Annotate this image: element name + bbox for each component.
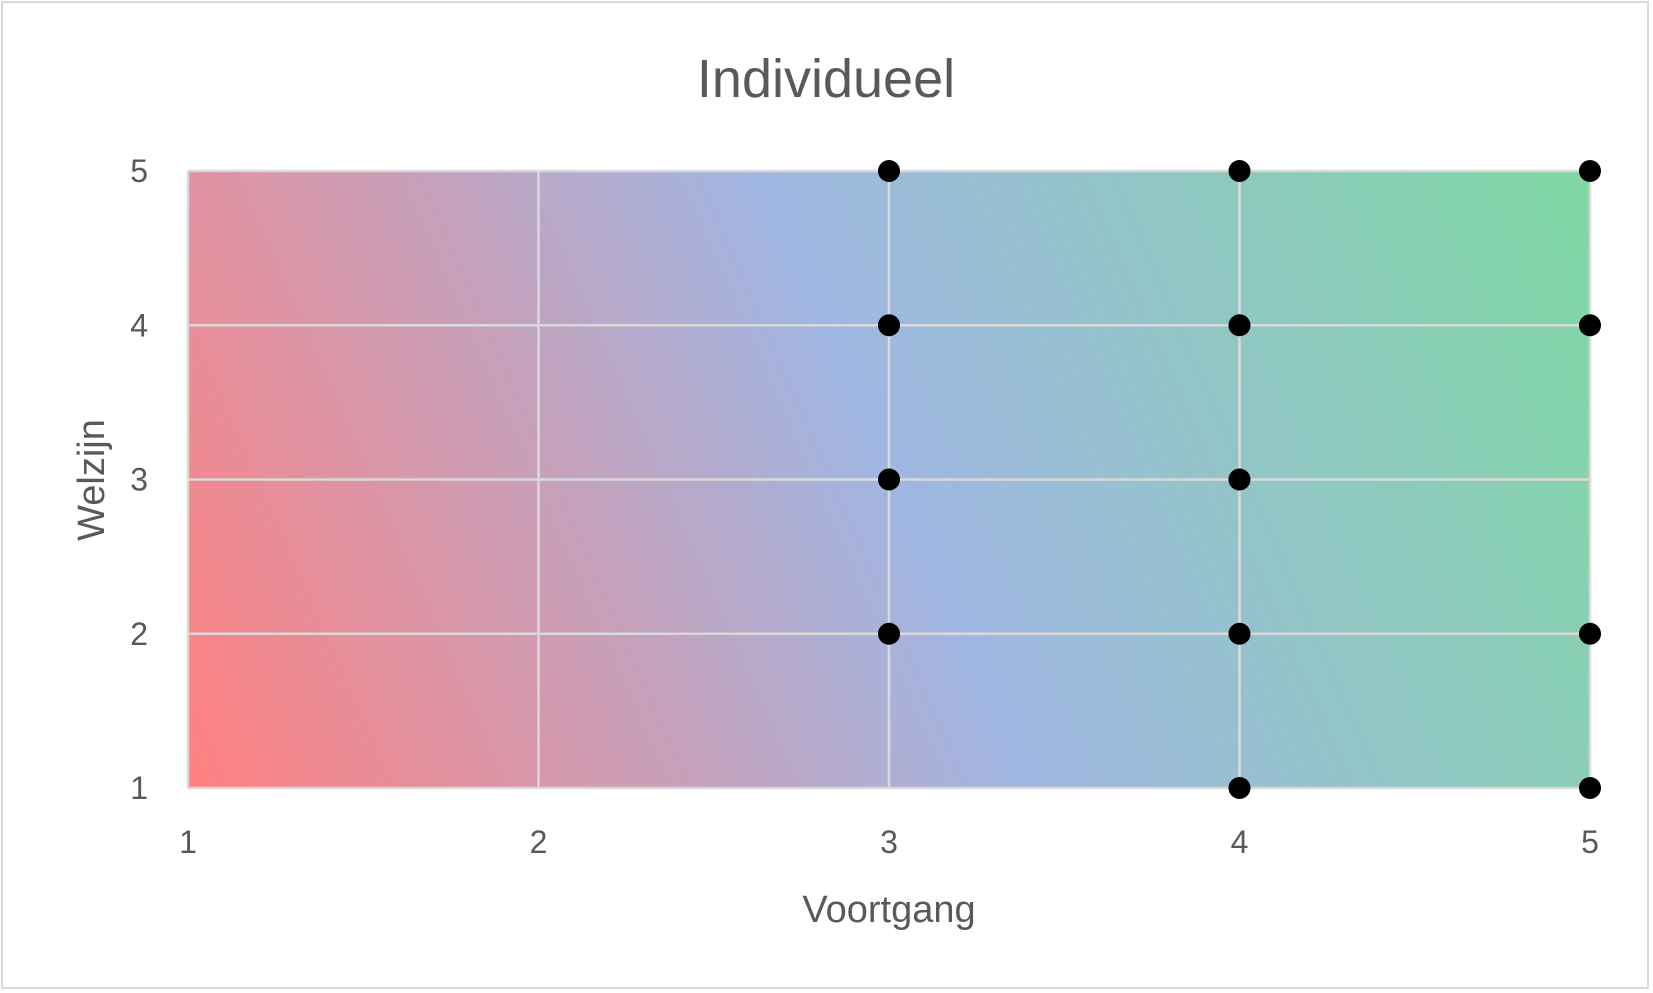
x-tick-label: 2 bbox=[530, 824, 548, 860]
x-tick-label: 4 bbox=[1231, 824, 1249, 860]
x-tick-labels: 1 2 3 4 5 bbox=[179, 824, 1599, 860]
data-point bbox=[1579, 314, 1601, 337]
data-point bbox=[878, 160, 900, 182]
x-axis-title: Voortgang bbox=[802, 889, 975, 931]
data-point bbox=[1579, 622, 1601, 645]
y-tick-label: 1 bbox=[130, 770, 148, 806]
data-point bbox=[1579, 777, 1601, 799]
data-point bbox=[878, 314, 900, 337]
y-tick-label: 3 bbox=[130, 462, 148, 498]
chart-title: Individueel bbox=[697, 49, 955, 109]
data-point bbox=[1228, 160, 1251, 182]
data-point bbox=[1228, 468, 1251, 491]
x-tick-label: 1 bbox=[179, 824, 197, 860]
y-axis-title: Welzijn bbox=[71, 419, 113, 541]
data-point bbox=[1228, 777, 1251, 799]
data-point bbox=[878, 468, 900, 491]
x-tick-label: 3 bbox=[880, 824, 898, 860]
x-tick-label: 5 bbox=[1581, 824, 1599, 860]
data-point bbox=[878, 622, 900, 645]
y-tick-label: 4 bbox=[130, 307, 148, 343]
y-tick-label: 5 bbox=[130, 153, 148, 189]
data-point bbox=[1579, 160, 1601, 182]
y-tick-labels: 1 2 3 4 5 bbox=[130, 153, 148, 806]
y-tick-label: 2 bbox=[130, 616, 148, 652]
data-point bbox=[1228, 622, 1251, 645]
data-point bbox=[1228, 314, 1251, 337]
data-points bbox=[878, 160, 1601, 799]
